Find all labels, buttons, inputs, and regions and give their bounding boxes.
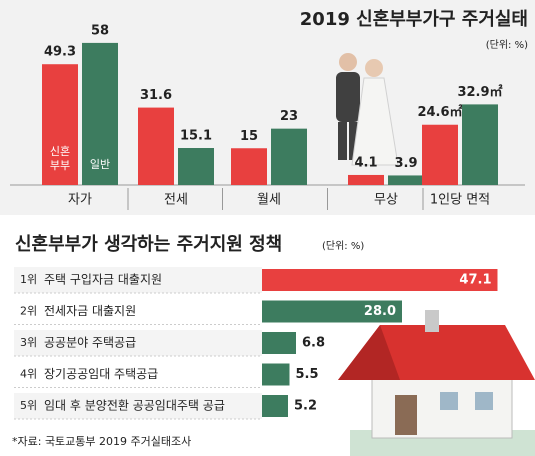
bar xyxy=(262,332,296,354)
rank: 1위 xyxy=(20,273,37,286)
y-tick-label: 공공분야 주택공급 xyxy=(44,336,136,350)
couple-illustration xyxy=(336,53,399,166)
unit: (단위: %) xyxy=(486,38,528,51)
bar xyxy=(262,395,288,417)
bar xyxy=(262,269,498,291)
value-label: 15 xyxy=(240,129,258,144)
row-band xyxy=(14,361,262,388)
chart-title: 신혼부부가 생각하는 주거지원 정책 xyxy=(15,233,282,255)
legend-label: 일반 xyxy=(89,158,111,171)
value-label: 6.8 xyxy=(302,336,325,351)
bar xyxy=(138,107,174,185)
rank: 4위 xyxy=(20,368,37,381)
bar xyxy=(82,42,118,186)
bar xyxy=(422,124,458,185)
y-tick-label: 주택 구입자금 대출지원 xyxy=(44,273,162,287)
rank: 3위 xyxy=(20,336,37,349)
value-label: 4.1 xyxy=(354,155,377,170)
row-band xyxy=(14,393,262,419)
row-band xyxy=(14,330,262,356)
value-label: 32.9㎡ xyxy=(457,84,502,100)
x-tick-label: 1인당 면적 xyxy=(430,193,490,208)
bar xyxy=(462,104,498,185)
house-illustration xyxy=(338,310,535,456)
row-band xyxy=(14,267,262,293)
rank: 2위 xyxy=(20,305,37,318)
value-label: 47.1 xyxy=(459,273,491,288)
row-band xyxy=(14,298,262,325)
rank: 5위 xyxy=(20,399,37,412)
value-label: 24.6㎡ xyxy=(417,104,462,120)
value-label: 5.5 xyxy=(296,367,319,382)
source: *자료: 국토교통부 2019 주거실태조사 xyxy=(12,435,191,448)
bar xyxy=(262,300,402,323)
bar xyxy=(231,148,267,185)
y-tick-label: 임대 후 분양전환 공공임대주택 공급 xyxy=(44,399,225,413)
x-tick-label: 자가 xyxy=(68,193,92,208)
value-label: 3.9 xyxy=(394,156,417,171)
bar xyxy=(262,363,290,386)
value-label: 23 xyxy=(280,109,298,124)
bar xyxy=(42,64,78,185)
x-tick-label: 전세 xyxy=(164,193,188,208)
y-tick-label: 전세자금 대출지원 xyxy=(44,304,136,318)
value-label: 58 xyxy=(91,23,109,38)
value-label: 15.1 xyxy=(180,129,212,144)
y-tick-label: 장기공공임대 주택공급 xyxy=(44,367,158,381)
bar xyxy=(178,148,214,185)
value-label: 31.6 xyxy=(140,88,172,103)
value-label: 5.2 xyxy=(294,399,317,414)
unit: (단위: %) xyxy=(322,239,364,252)
value-label: 49.3 xyxy=(44,45,76,60)
x-tick-label: 무상 xyxy=(374,193,398,208)
legend-label: 신혼부부 xyxy=(49,145,71,172)
bar xyxy=(348,174,384,185)
chart-title: 2019 신혼부부가구 주거실태 xyxy=(300,8,528,30)
bar xyxy=(271,128,307,185)
value-label: 28.0 xyxy=(364,304,396,319)
bar xyxy=(388,175,424,185)
x-tick-label: 월세 xyxy=(257,193,281,208)
